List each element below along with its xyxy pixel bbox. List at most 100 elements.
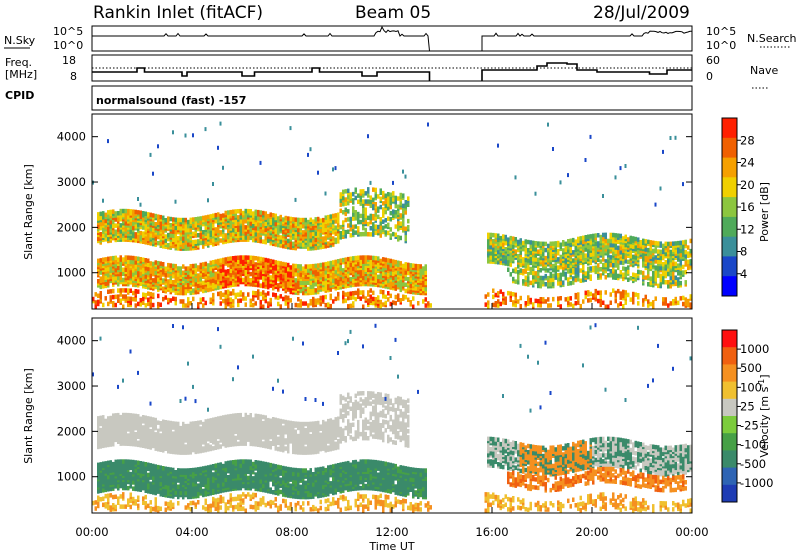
power-cell <box>124 227 127 232</box>
power-cell <box>602 194 604 198</box>
power-cell <box>119 208 122 214</box>
power-cell <box>622 244 625 249</box>
power-cell <box>504 300 507 305</box>
power-cell <box>579 278 582 283</box>
power-cell <box>569 246 572 252</box>
power-cell <box>352 291 355 296</box>
power-cell <box>237 209 240 214</box>
power-cell <box>362 213 365 219</box>
power-cell <box>327 214 330 220</box>
power-cell <box>564 271 567 277</box>
power-cell <box>242 277 245 283</box>
power-cell <box>429 303 432 308</box>
power-cell <box>169 287 172 293</box>
power-cell <box>187 227 190 233</box>
power-cell <box>164 238 167 243</box>
power-colorbar-swatch <box>722 236 737 257</box>
power-cell <box>672 271 675 277</box>
power-cell <box>572 280 575 285</box>
power-cell <box>572 250 575 255</box>
velocity-cell <box>107 493 110 498</box>
power-cell <box>152 292 155 298</box>
power-cell <box>339 192 342 197</box>
power-cell <box>492 302 495 308</box>
power-cell <box>514 302 517 308</box>
power-cell <box>634 277 637 282</box>
power-cell <box>374 230 377 235</box>
power-cell <box>147 262 150 268</box>
power-cell <box>244 219 247 224</box>
power-cell <box>389 301 392 307</box>
power-cell <box>269 297 272 303</box>
power-cell <box>592 233 595 239</box>
power-cell <box>179 226 182 231</box>
power-cell <box>307 264 310 269</box>
power-cell <box>389 293 392 299</box>
power-cell <box>664 301 667 306</box>
power-cell <box>619 233 622 239</box>
power-cell <box>659 249 662 255</box>
power-cell <box>227 289 230 295</box>
power-cell <box>614 175 617 180</box>
power-cell <box>372 232 375 237</box>
power-cell <box>97 299 100 305</box>
power-cell <box>594 241 597 246</box>
power-cell <box>254 215 257 221</box>
velocity-cell <box>112 417 115 422</box>
power-cell <box>194 285 197 291</box>
power-cell <box>237 225 240 230</box>
power-cell <box>569 280 572 286</box>
power-cell <box>219 291 222 296</box>
power-cell <box>317 275 320 280</box>
power-cell <box>154 236 157 241</box>
power-cell <box>379 196 382 202</box>
power-cell <box>227 293 230 299</box>
power-cell <box>597 233 600 238</box>
power-cell <box>197 233 200 238</box>
power-cell <box>584 253 587 258</box>
power-cell <box>137 272 140 278</box>
power-cell <box>582 235 585 241</box>
power-cell <box>172 243 175 249</box>
power-cell <box>652 270 655 276</box>
power-cell <box>532 279 535 284</box>
power-cell <box>257 222 260 227</box>
power-cell <box>544 255 547 261</box>
power-cell <box>224 304 227 309</box>
power-cell <box>389 285 392 290</box>
power-cell <box>669 284 672 289</box>
power-cell <box>669 241 672 247</box>
power-cell <box>292 217 295 222</box>
power-cell <box>337 259 340 264</box>
power-cell <box>682 252 685 257</box>
power-cell <box>404 282 407 287</box>
power-cell <box>214 227 217 232</box>
power-cell <box>504 259 507 264</box>
power-cell <box>99 284 102 290</box>
power-cell <box>332 236 335 241</box>
power-cell <box>309 234 312 239</box>
power-cell <box>132 272 135 277</box>
power-cell <box>357 255 360 260</box>
power-cell <box>372 203 375 209</box>
velocity-cell <box>104 428 107 434</box>
power-cell <box>679 270 682 276</box>
power-cell <box>102 278 105 283</box>
power-cell <box>189 301 192 306</box>
power-cell <box>134 303 137 308</box>
power-cell <box>367 277 370 283</box>
power-cell <box>362 304 365 309</box>
nsky-line-post-gap <box>481 30 693 51</box>
power-cell <box>489 240 492 246</box>
power-cell <box>297 217 300 223</box>
power-cell <box>342 210 345 215</box>
power-cell <box>114 229 117 234</box>
power-cell <box>407 218 410 224</box>
power-cell <box>324 294 327 300</box>
power-cell <box>334 237 337 243</box>
power-cell <box>687 265 690 271</box>
power-cell <box>294 217 297 222</box>
power-cell <box>539 268 542 273</box>
power-cell <box>407 297 410 302</box>
power-cell <box>144 236 147 241</box>
